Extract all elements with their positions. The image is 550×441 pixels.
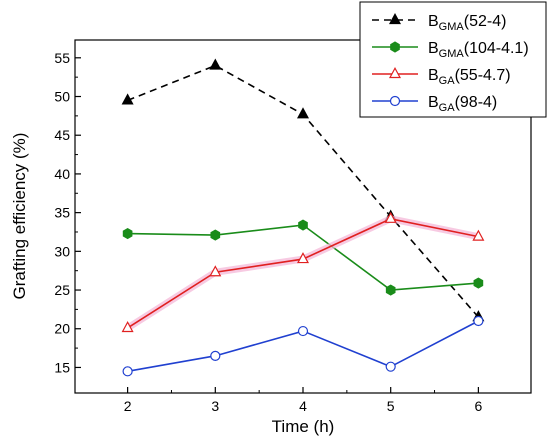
series-4: [122, 315, 484, 377]
data-point-marker: [389, 95, 401, 107]
series-3: [121, 211, 485, 333]
y-tick-label: 35: [54, 205, 70, 221]
x-tick-label: 3: [211, 398, 219, 414]
legend-label: BGMA(104-4.1): [428, 40, 529, 60]
legend-label: BGA(55-4.7): [428, 67, 511, 87]
data-point-marker: [209, 58, 222, 70]
data-point-marker: [296, 107, 310, 119]
data-point-marker: [210, 229, 221, 241]
x-tick-label: 4: [299, 398, 307, 414]
y-tick-label: 55: [54, 50, 70, 66]
legend-entry-1: BGMA(52-4): [372, 12, 506, 33]
data-point-marker: [388, 66, 402, 79]
series-2: [122, 219, 484, 296]
x-tick-label: 2: [124, 398, 132, 414]
data-point-marker: [388, 12, 402, 25]
data-point-marker: [122, 227, 133, 240]
data-point-marker: [122, 366, 133, 377]
legend-entry-2: BGMA(104-4.1): [372, 40, 529, 60]
data-point-marker: [473, 277, 484, 289]
x-tick-label: 6: [474, 398, 482, 414]
data-point-marker: [472, 229, 485, 241]
x-axis: 2 3 4 5 6: [124, 387, 482, 414]
y-tick-label: 50: [54, 89, 70, 105]
legend-label: BGA(98-4): [428, 94, 497, 114]
x-axis-label: Time (h): [272, 417, 335, 436]
data-point-marker: [298, 219, 308, 231]
y-tick-label: 25: [54, 282, 70, 298]
y-tick-label: 45: [54, 127, 70, 143]
data-point-marker: [296, 252, 310, 264]
y-axis-label: Grafting efficiency (%): [10, 133, 29, 300]
series-layer: [121, 58, 485, 377]
data-point-marker: [385, 361, 396, 372]
data-point-marker: [385, 284, 396, 296]
y-tick-label: 40: [54, 166, 70, 182]
x-tick-label: 5: [387, 398, 395, 414]
legend-entry-4: BGA(98-4): [372, 94, 497, 114]
y-tick-label: 30: [54, 243, 70, 259]
data-point-marker: [390, 41, 400, 53]
legend-label: BGMA(52-4): [428, 13, 506, 33]
legend: BGMA(52-4) BGMA(104-4.1) BGA(55-4.7) BGA(98…: [359, 1, 547, 118]
data-point-marker: [209, 265, 222, 277]
y-axis: 15 20 25 30 35 40 45 50 55: [54, 50, 81, 375]
data-point-marker: [210, 350, 221, 361]
data-point-marker: [473, 315, 484, 327]
y-tick-label: 15: [54, 359, 70, 375]
data-point-marker: [384, 211, 397, 223]
data-point-marker: [121, 320, 134, 333]
data-point-marker: [121, 93, 134, 105]
y-tick-label: 20: [54, 321, 70, 337]
legend-entry-3: BGA(55-4.7): [372, 66, 511, 87]
data-point-marker: [297, 325, 309, 337]
